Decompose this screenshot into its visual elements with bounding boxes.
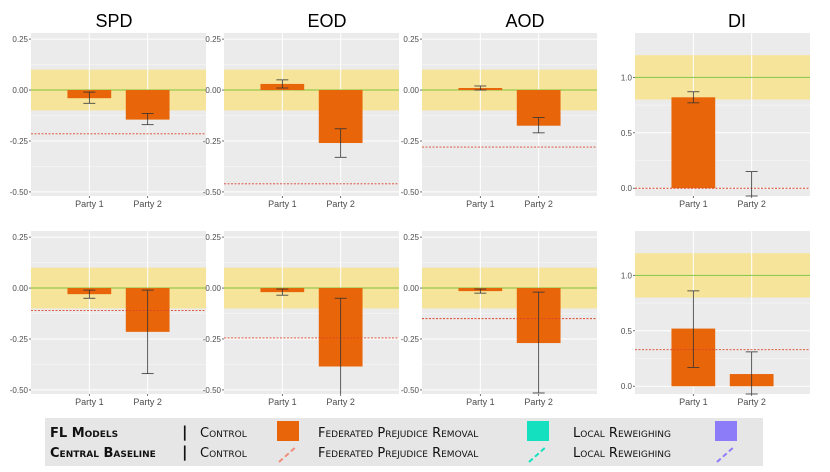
y-tick-label: 0.00 <box>205 284 221 293</box>
y-tick-label: 0.5 <box>621 327 633 336</box>
legend-background <box>45 418 763 466</box>
y-tick-label: -0.50 <box>203 386 222 395</box>
title-eod: EOD <box>307 11 346 31</box>
legend: FL Models | Control Federated Prejudice … <box>45 418 763 466</box>
y-tick-label: 0.00 <box>403 86 419 95</box>
x-tick-label: Party 1 <box>268 397 297 407</box>
x-tick-label: Party 2 <box>326 199 355 209</box>
legend-separator: | <box>182 423 187 442</box>
y-tick-label: 0.25 <box>403 233 419 242</box>
y-tick-label: -0.25 <box>10 137 29 146</box>
panel-background <box>224 33 399 196</box>
panel-background <box>224 231 399 394</box>
y-tick-label: 0.0 <box>621 382 633 391</box>
y-tick-label: 1.0 <box>621 73 633 82</box>
y-tick-label: -0.25 <box>203 335 222 344</box>
panel-background <box>31 231 206 394</box>
legend-central-local: Local Reweighing <box>573 446 671 461</box>
x-tick-label: Party 2 <box>326 397 355 407</box>
y-tick-label: -0.50 <box>401 188 420 197</box>
title-spd: SPD <box>95 11 132 31</box>
x-tick-label: Party 2 <box>737 199 766 209</box>
legend-separator: | <box>182 443 187 462</box>
chart-panel-3: 1.0 0.5 0.0 Party 1 Party 2 <box>621 33 810 209</box>
x-tick-label: Party 1 <box>75 397 104 407</box>
legend-dash-local-reweighing <box>528 445 548 463</box>
chart-panel-1: 0.25 0.00 -0.25 -0.50 Party 1 Party 2 <box>203 33 399 209</box>
y-tick-label: 0.5 <box>621 129 633 138</box>
y-tick-label: -0.50 <box>203 188 222 197</box>
y-tick-label: -0.25 <box>203 137 222 146</box>
legend-swatch-local-reweighing <box>527 421 549 441</box>
legend-dash-federated-prejudice <box>716 445 736 463</box>
y-tick-label: 0.00 <box>205 86 221 95</box>
x-tick-label: Party 2 <box>524 397 553 407</box>
y-tick-label: 0.00 <box>12 284 28 293</box>
x-tick-label: Party 2 <box>524 199 553 209</box>
x-tick-label: Party 2 <box>133 199 162 209</box>
chart-panel-0: 0.25 0.00 -0.25 -0.50 Party 1 Party 2 <box>10 33 206 209</box>
y-tick-label: 0.0 <box>621 184 633 193</box>
y-tick-label: -0.50 <box>401 386 420 395</box>
bar-party-1 <box>671 97 716 189</box>
chart-panel-4: 0.25 0.00 -0.25 -0.50 Party 1 Party 2 <box>10 231 206 407</box>
legend-central-fedprej: Federated Prejudice Removal <box>318 446 478 461</box>
y-tick-label: -0.25 <box>401 137 420 146</box>
y-tick-label: 0.25 <box>12 233 28 242</box>
y-tick-label: -0.25 <box>401 335 420 344</box>
y-tick-label: 0.25 <box>12 35 28 44</box>
panel-background <box>31 33 206 196</box>
x-tick-label: Party 1 <box>466 199 495 209</box>
y-tick-label: -0.50 <box>10 188 29 197</box>
x-tick-label: Party 1 <box>268 199 297 209</box>
x-tick-label: Party 1 <box>466 397 495 407</box>
panel-background <box>422 33 597 196</box>
y-tick-label: -0.25 <box>10 335 29 344</box>
panel-background <box>422 231 597 394</box>
legend-fl-local: Local Reweighing <box>573 426 671 441</box>
title-aod: AOD <box>505 11 544 31</box>
y-tick-label: 0.25 <box>403 35 419 44</box>
chart-panel-6: 0.25 0.00 -0.25 -0.50 Party 1 Party 2 <box>401 231 597 407</box>
x-tick-label: Party 2 <box>133 397 162 407</box>
legend-fl-title: FL Models <box>50 426 118 441</box>
y-tick-label: 0.25 <box>205 233 221 242</box>
y-tick-label: 0.00 <box>403 284 419 293</box>
x-tick-label: Party 1 <box>679 397 708 407</box>
legend-dash-control <box>278 445 298 463</box>
chart-panel-2: 0.25 0.00 -0.25 -0.50 Party 1 Party 2 <box>401 33 597 209</box>
chart-panel-7: 1.0 0.5 0.0 Party 1 Party 2 <box>621 231 810 407</box>
y-tick-label: 0.00 <box>12 86 28 95</box>
legend-swatch-control <box>277 421 299 441</box>
legend-central-control: Control <box>200 446 247 461</box>
chart-panel-5: 0.25 0.00 -0.25 -0.50 Party 1 Party 2 <box>203 231 399 407</box>
y-tick-label: -0.50 <box>10 386 29 395</box>
legend-swatch-federated-prejudice <box>715 421 737 441</box>
y-tick-label: 0.25 <box>205 35 221 44</box>
legend-central-title: Central Baseline <box>50 446 156 461</box>
x-tick-label: Party 1 <box>75 199 104 209</box>
legend-fl-control: Control <box>200 426 247 441</box>
legend-fl-fedprej: Federated Prejudice Removal <box>318 426 478 441</box>
x-tick-label: Party 2 <box>737 397 766 407</box>
y-tick-label: 1.0 <box>621 271 633 280</box>
title-di: DI <box>728 11 746 31</box>
x-tick-label: Party 1 <box>679 199 708 209</box>
